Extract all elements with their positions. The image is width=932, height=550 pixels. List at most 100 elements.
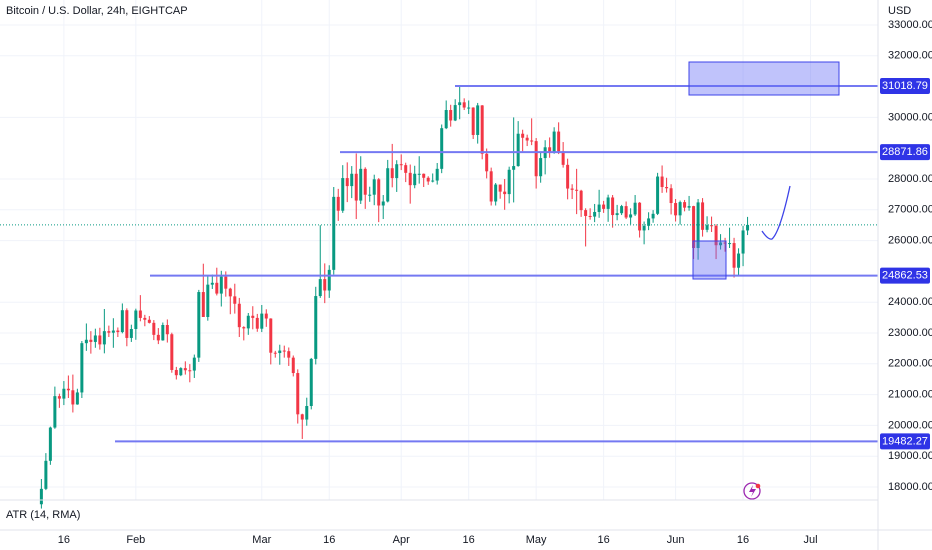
candle-body xyxy=(561,151,565,165)
candle-body xyxy=(354,173,358,201)
candle-body xyxy=(507,169,511,195)
candle-body xyxy=(417,173,421,175)
candle-body xyxy=(201,292,205,317)
candle-body xyxy=(273,352,277,354)
candle-body xyxy=(435,168,439,181)
candle-body xyxy=(188,370,192,372)
candle-body xyxy=(633,202,637,215)
candle-body xyxy=(237,303,241,328)
y-tick-label: 23000.00 xyxy=(888,327,932,339)
level-tag xyxy=(880,78,930,95)
candle-body xyxy=(111,330,115,333)
candle-body xyxy=(683,202,687,208)
candle-body xyxy=(593,211,597,217)
candle-body xyxy=(453,105,457,121)
candle-body xyxy=(620,206,624,214)
candle-body xyxy=(602,204,606,209)
candle-body xyxy=(728,243,732,245)
candle-body xyxy=(327,269,331,291)
x-tick-label: Mar xyxy=(252,534,271,546)
candle-body xyxy=(467,107,471,109)
candle-body xyxy=(719,242,723,246)
level-label: 28871.86 xyxy=(882,146,928,158)
candle-body xyxy=(165,324,169,335)
candle-body xyxy=(71,390,75,405)
candle-body xyxy=(741,230,745,254)
candle-body xyxy=(692,206,696,248)
candle-body xyxy=(552,131,556,153)
projection-curve xyxy=(761,185,791,240)
candle-body xyxy=(503,191,507,195)
candle-body xyxy=(350,173,354,187)
y-tick-label: 21000.00 xyxy=(888,389,932,401)
x-tick-label: May xyxy=(526,534,547,546)
candle-body xyxy=(386,168,390,202)
candle-body xyxy=(710,225,714,227)
candle-body xyxy=(179,368,183,376)
x-tick-label: 16 xyxy=(737,534,749,546)
candle-body xyxy=(440,128,444,169)
candle-body xyxy=(224,276,228,289)
candle-body xyxy=(696,202,700,248)
candle-body xyxy=(494,184,498,202)
level-tag xyxy=(880,267,930,284)
candle-body xyxy=(588,215,592,217)
candle-body xyxy=(539,158,543,177)
candle-body xyxy=(300,414,304,420)
candle-body xyxy=(53,396,57,428)
candle-body xyxy=(309,358,313,406)
candle-body xyxy=(75,392,79,405)
candle-body xyxy=(516,133,520,167)
candle-body xyxy=(363,168,367,195)
candle-body xyxy=(57,396,61,399)
level-tag xyxy=(880,433,930,450)
y-tick-label: 26000.00 xyxy=(888,235,932,247)
candle-body xyxy=(476,105,480,135)
level-label: 31018.79 xyxy=(882,80,928,92)
x-tick-label: Feb xyxy=(126,534,145,546)
x-tick-label: 16 xyxy=(323,534,335,546)
overlay: 33000.00 32000.00 30000.00 28000.00 27000.00… xyxy=(58,19,932,546)
candle-body xyxy=(480,105,484,154)
candle-body xyxy=(624,206,628,218)
candle-body xyxy=(116,330,120,333)
candle-body xyxy=(656,176,660,214)
candle-body xyxy=(705,225,709,230)
candle-body xyxy=(579,190,583,211)
level-label: 24862.53 xyxy=(882,270,928,282)
candle-body xyxy=(66,388,70,391)
indicator-label: ATR (14, RMA) xyxy=(6,509,80,521)
candle-body xyxy=(512,166,516,170)
candle-body xyxy=(381,201,385,206)
candle-body xyxy=(102,331,106,345)
candle-body xyxy=(278,350,282,354)
x-tick-label: Jun xyxy=(667,534,685,546)
candle-body xyxy=(44,460,48,489)
y-tick-label: 27000.00 xyxy=(888,204,932,216)
x-tick-label: Apr xyxy=(393,534,410,546)
candle-body xyxy=(548,147,552,153)
candle-body xyxy=(192,357,196,371)
candle-body xyxy=(498,184,502,192)
y-tick-label: 30000.00 xyxy=(888,111,932,123)
candle-body xyxy=(732,243,736,268)
y-tick-label: 22000.00 xyxy=(888,358,932,370)
currency-label: USD xyxy=(888,5,911,17)
candle-body xyxy=(93,335,97,342)
candle-body xyxy=(737,253,741,268)
y-tick-label: 32000.00 xyxy=(888,50,932,62)
icon xyxy=(743,482,761,500)
y-tick-label: 18000.00 xyxy=(888,481,932,493)
candle-body xyxy=(566,164,570,189)
candle-body xyxy=(674,203,678,216)
candle-body xyxy=(98,335,102,345)
x-tick-label: 16 xyxy=(58,534,70,546)
candle-body xyxy=(134,310,138,330)
candle-body xyxy=(120,310,124,333)
candle-body xyxy=(318,279,322,297)
y-tick-label: 24000.00 xyxy=(888,296,932,308)
candle-body xyxy=(255,317,259,329)
candle-body xyxy=(138,310,142,318)
candle-body xyxy=(449,110,453,121)
